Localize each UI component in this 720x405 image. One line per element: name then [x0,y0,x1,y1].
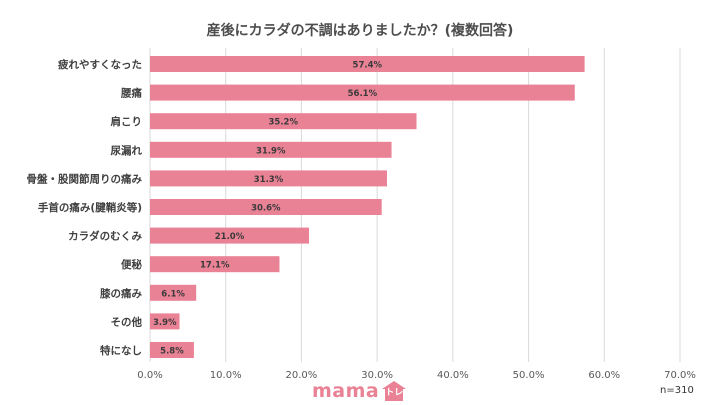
data-label: 5.8% [160,347,184,357]
bar [150,342,194,358]
data-label: 21.0% [215,232,245,242]
category-label: カラダのむくみ [68,230,142,243]
category-label: 腰痛 [120,87,142,100]
bar [150,227,309,244]
x-tick-label: 60.0% [588,370,620,381]
data-label: 56.1% [348,89,378,99]
bar [150,56,585,72]
bar [150,113,417,130]
category-label: 便秘 [121,258,142,271]
category-label: 骨盤・股関節周りの痛み [27,172,143,185]
sample-size-note: n=310 [660,385,694,396]
category-label: 特になし [100,344,142,357]
house-icon: トレ [381,380,407,402]
data-label: 6.1% [161,289,185,299]
mama-tore-logo: mama トレ [312,380,407,402]
category-label: 膝の痛み [100,287,142,300]
x-tick-label: 20.0% [286,370,318,381]
x-tick-label: 40.0% [437,370,469,381]
category-label: 肩こり [111,115,143,128]
chart-title: 産後にカラダの不調はありましたか？(複数回答) [206,23,514,39]
data-label: 31.9% [256,146,286,156]
x-tick-label: 70.0% [664,370,696,381]
data-label: 35.2% [269,118,299,128]
x-tick-label: 50.0% [513,370,545,381]
data-label: 3.9% [153,318,177,328]
bar [150,256,280,273]
category-label: 手首の痛み(腱鞘炎等) [38,201,142,214]
bar [150,84,575,101]
bar [150,313,180,330]
category-label: その他 [111,315,143,328]
bar [150,284,197,301]
data-label: 30.6% [251,204,281,214]
bar [150,141,392,158]
bar [150,170,387,187]
x-tick-label: 10.0% [210,370,242,381]
bar [150,199,382,215]
category-label: 尿漏れ [111,144,143,157]
data-label: 17.1% [200,261,230,271]
x-tick-label: 0.0% [137,370,162,381]
category-label: 疲れやすくなった [58,58,142,71]
logo-text: mama [312,380,380,402]
x-tick-label: 30.0% [361,370,393,381]
data-label: 57.4% [353,61,383,71]
data-label: 31.3% [254,175,284,185]
logo-house-text: トレ [385,388,404,398]
